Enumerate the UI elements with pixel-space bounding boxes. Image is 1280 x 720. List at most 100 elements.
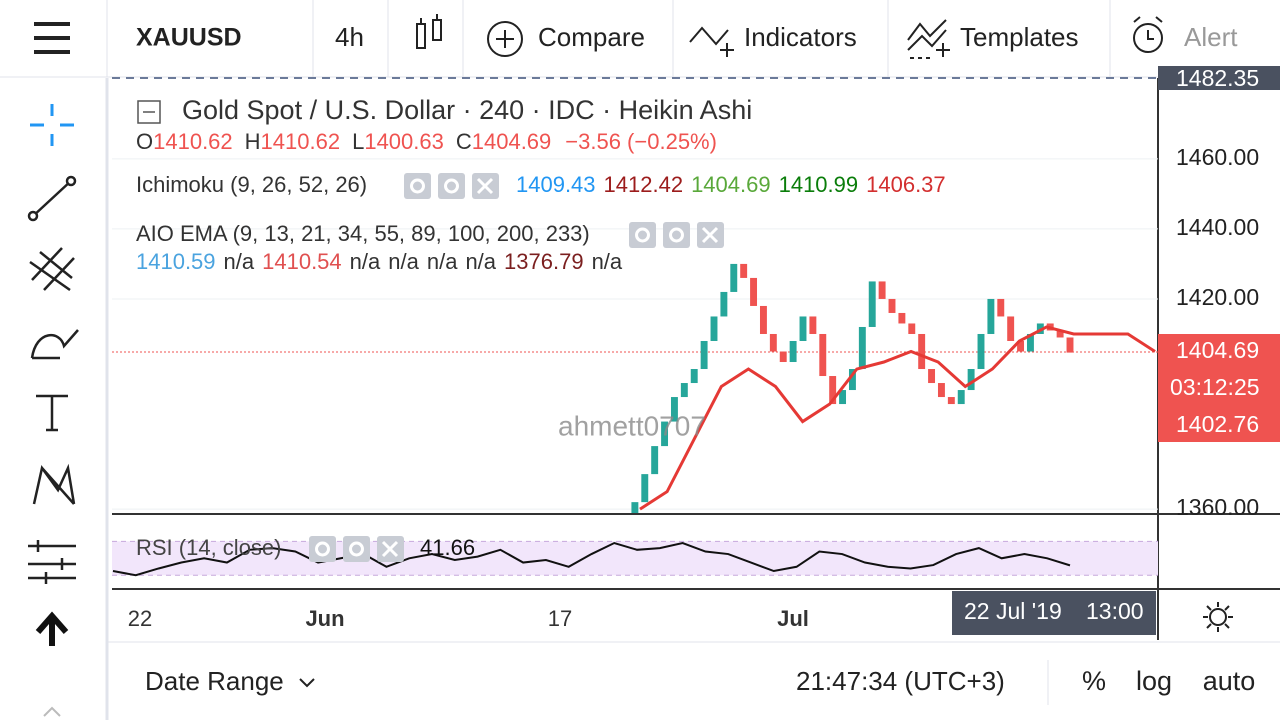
ohlc-line: O1410.62 H1410.62 L1400.63 C1404.69 −3.56 (−…	[136, 129, 717, 154]
indicator-values: 1409.43 1412.42 1404.69 1410.99 1406.37	[516, 172, 946, 197]
close-icon	[701, 226, 719, 244]
toolbar-button[interactable]: Indicators	[744, 22, 857, 52]
indicator-button[interactable]	[309, 536, 336, 562]
candle	[858, 326, 866, 370]
pattern-tool[interactable]	[32, 463, 76, 505]
icon-glyph	[444, 178, 459, 194]
change: −3.56 (−0.25%)	[565, 129, 717, 154]
icon-glyph	[349, 541, 364, 557]
dropdown-arrow[interactable]	[299, 678, 315, 688]
scale-option[interactable]: auto	[1203, 666, 1256, 696]
top-bar	[0, 0, 1280, 77]
toolbar-button[interactable]: Templates	[960, 22, 1079, 52]
candle	[769, 333, 777, 352]
candle	[967, 369, 975, 391]
candle	[750, 277, 758, 306]
candle	[720, 291, 728, 317]
prev-price: 1402.76	[1176, 411, 1259, 437]
indicators-icon[interactable]	[689, 26, 734, 57]
indicator-button[interactable]	[629, 222, 656, 248]
candle	[680, 383, 688, 398]
templates-icon[interactable]	[907, 19, 950, 59]
compare-icon[interactable]	[487, 21, 523, 57]
symbol[interactable]: XAUUSD	[136, 24, 242, 52]
candle	[937, 383, 945, 398]
time-label: 22	[128, 606, 152, 631]
candle	[829, 376, 837, 405]
indicator-value: n/a	[465, 249, 496, 274]
indicator-value: n/a	[350, 249, 381, 274]
crosshair-tool[interactable]	[30, 104, 74, 146]
candle	[1017, 340, 1025, 352]
indicator-button[interactable]	[438, 173, 465, 199]
collapse-button[interactable]	[137, 100, 161, 124]
indicator-name: Ichimoku (9, 26, 52, 26)	[136, 172, 367, 197]
candle	[730, 263, 738, 292]
brush-tool[interactable]	[30, 329, 79, 360]
candle	[1056, 330, 1064, 338]
candle	[740, 263, 748, 278]
ohlc-key: H	[245, 129, 261, 154]
menu-button[interactable]	[34, 22, 70, 54]
price-tick-label: 1420.00	[1176, 284, 1259, 310]
ohlc-key: C	[456, 129, 472, 154]
indicator-name: AIO EMA (9, 13, 21, 34, 55, 89, 100, 200…	[136, 221, 590, 246]
indicator-button[interactable]	[663, 222, 690, 248]
indicator-value: 1376.79	[504, 249, 584, 274]
ohlc-value: 1410.62	[261, 129, 341, 154]
candle	[631, 502, 639, 513]
icon-glyph	[410, 178, 425, 194]
candle	[670, 397, 678, 422]
icon-glyph	[635, 227, 650, 243]
trend-line-tool[interactable]	[31, 179, 73, 218]
candle	[997, 298, 1005, 317]
indicator-value: 1404.69	[691, 172, 771, 197]
candle	[977, 333, 985, 370]
indicator-value: 1410.99	[779, 172, 859, 197]
settings-icon[interactable]	[1203, 602, 1233, 632]
top-price-box	[1158, 66, 1280, 90]
candle	[799, 316, 807, 341]
candle	[888, 298, 896, 313]
scale-option[interactable]: %	[1082, 666, 1106, 696]
indicator-button[interactable]	[404, 173, 431, 199]
candle	[759, 305, 767, 334]
indicator-button[interactable]	[343, 536, 370, 562]
close-icon	[476, 177, 494, 195]
countdown-box	[1158, 370, 1280, 442]
indicator-value: n/a	[427, 249, 458, 274]
alert-icon[interactable]	[1133, 16, 1163, 53]
candle	[690, 369, 698, 384]
ohlc-value: 1400.63	[364, 129, 444, 154]
candle	[789, 340, 797, 363]
more-arrow[interactable]	[43, 706, 61, 717]
measure-tool[interactable]	[28, 540, 76, 584]
cursor-time-box	[952, 591, 1156, 635]
candle	[779, 351, 787, 363]
candle	[947, 397, 955, 405]
toolbar-button[interactable]: Alert	[1184, 22, 1238, 52]
indicator-value: 1410.59	[136, 249, 216, 274]
scroll-up[interactable]	[35, 611, 69, 646]
ohlc-key: L	[352, 129, 364, 154]
date-range[interactable]: Date Range	[145, 666, 284, 696]
indicator-value: n/a	[224, 249, 255, 274]
candle-icon[interactable]	[416, 14, 442, 49]
fib-tool[interactable]	[29, 247, 75, 292]
indicator-value: 1412.42	[604, 172, 684, 197]
indicator-value: 1406.37	[866, 172, 946, 197]
candle	[957, 390, 965, 405]
rsi-line	[112, 541, 1071, 577]
price-tick-label: 1460.00	[1176, 144, 1259, 170]
close-icon	[381, 540, 399, 558]
interval[interactable]: 4h	[335, 22, 364, 52]
ohlc-value: 1404.69	[472, 129, 552, 154]
indicator-value: 1409.43	[516, 172, 596, 197]
icon-glyph	[315, 541, 330, 557]
indicator-values: 1410.59 n/a 1410.54 n/a n/a n/a n/a 1376.79 n/a	[136, 249, 623, 274]
text-tool[interactable]	[36, 394, 68, 432]
toolbar-button[interactable]: Compare	[538, 22, 645, 52]
scale-option[interactable]: log	[1136, 666, 1172, 696]
time-label: Jun	[305, 606, 344, 631]
